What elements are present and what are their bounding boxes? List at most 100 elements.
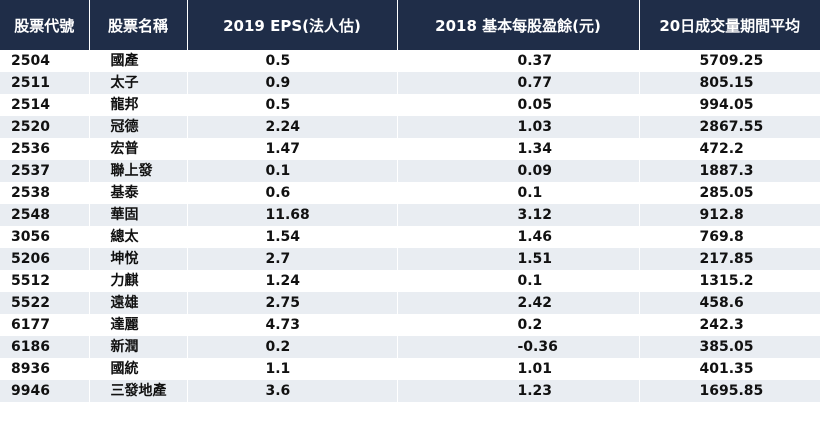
cell-eps-2019: 2.75 [187, 292, 398, 314]
cell-eps-2018: 0.05 [397, 94, 640, 116]
header-eps-2018: 2018 基本每股盈餘(元) [397, 0, 640, 50]
cell-stock-code: 6177 [0, 314, 90, 336]
table-row: 2548 華固 11.68 3.12 912.8 [0, 204, 820, 226]
cell-eps-2018: 0.37 [397, 50, 640, 72]
cell-eps-2018: 1.34 [397, 138, 640, 160]
cell-volume-20d: 242.3 [639, 314, 820, 336]
cell-eps-2018: 1.03 [397, 116, 640, 138]
cell-volume-20d: 5709.25 [639, 50, 820, 72]
table-row: 2520 冠德 2.24 1.03 2867.55 [0, 116, 820, 138]
cell-stock-name: 新潤 [89, 336, 188, 358]
cell-stock-name: 冠德 [89, 116, 188, 138]
cell-eps-2019: 2.24 [187, 116, 398, 138]
table-row: 9946 三發地產 3.6 1.23 1695.85 [0, 380, 820, 402]
cell-eps-2019: 0.5 [187, 94, 398, 116]
cell-stock-name: 國統 [89, 358, 188, 380]
cell-eps-2019: 0.2 [187, 336, 398, 358]
header-stock-name: 股票名稱 [89, 0, 188, 50]
cell-stock-name: 力麒 [89, 270, 188, 292]
cell-volume-20d: 1315.2 [639, 270, 820, 292]
table-body: 2504 國產 0.5 0.37 5709.25 2511 太子 0.9 0.77 805.15 2… [0, 50, 820, 402]
cell-stock-code: 2514 [0, 94, 90, 116]
cell-stock-code: 8936 [0, 358, 90, 380]
table-row: 2538 基泰 0.6 0.1 285.05 [0, 182, 820, 204]
table-row: 6177 達麗 4.73 0.2 242.3 [0, 314, 820, 336]
cell-eps-2018: 2.42 [397, 292, 640, 314]
cell-eps-2018: 0.77 [397, 72, 640, 94]
cell-eps-2018: 0.1 [397, 270, 640, 292]
header-stock-code: 股票代號 [0, 0, 90, 50]
cell-stock-name: 基泰 [89, 182, 188, 204]
cell-stock-name: 國產 [89, 50, 188, 72]
cell-stock-name: 聯上發 [89, 160, 188, 182]
cell-eps-2019: 0.9 [187, 72, 398, 94]
cell-volume-20d: 1887.3 [639, 160, 820, 182]
cell-eps-2019: 0.5 [187, 50, 398, 72]
table-row: 3056 總太 1.54 1.46 769.8 [0, 226, 820, 248]
cell-eps-2019: 1.54 [187, 226, 398, 248]
cell-eps-2018: 0.2 [397, 314, 640, 336]
cell-stock-code: 3056 [0, 226, 90, 248]
cell-eps-2019: 0.1 [187, 160, 398, 182]
table-row: 2511 太子 0.9 0.77 805.15 [0, 72, 820, 94]
cell-stock-code: 6186 [0, 336, 90, 358]
cell-stock-code: 2504 [0, 50, 90, 72]
cell-eps-2019: 1.24 [187, 270, 398, 292]
cell-eps-2019: 2.7 [187, 248, 398, 270]
cell-eps-2018: 0.09 [397, 160, 640, 182]
cell-stock-name: 華固 [89, 204, 188, 226]
cell-stock-code: 2548 [0, 204, 90, 226]
cell-stock-name: 太子 [89, 72, 188, 94]
header-row: 股票代號 股票名稱 2019 EPS(法人估) 2018 基本每股盈餘(元) 2… [0, 0, 820, 50]
cell-volume-20d: 769.8 [639, 226, 820, 248]
cell-eps-2018: 3.12 [397, 204, 640, 226]
table-row: 2504 國產 0.5 0.37 5709.25 [0, 50, 820, 72]
cell-stock-name: 達麗 [89, 314, 188, 336]
table-row: 2514 龍邦 0.5 0.05 994.05 [0, 94, 820, 116]
cell-eps-2018: 1.51 [397, 248, 640, 270]
header-eps-2019: 2019 EPS(法人估) [187, 0, 398, 50]
cell-stock-name: 坤悅 [89, 248, 188, 270]
cell-volume-20d: 912.8 [639, 204, 820, 226]
cell-stock-code: 2538 [0, 182, 90, 204]
cell-stock-code: 2536 [0, 138, 90, 160]
table-row: 5522 遠雄 2.75 2.42 458.6 [0, 292, 820, 314]
table-row: 2536 宏普 1.47 1.34 472.2 [0, 138, 820, 160]
cell-stock-code: 2511 [0, 72, 90, 94]
cell-volume-20d: 285.05 [639, 182, 820, 204]
cell-stock-code: 5512 [0, 270, 90, 292]
stock-table: 股票代號 股票名稱 2019 EPS(法人估) 2018 基本每股盈餘(元) 2… [0, 0, 820, 402]
cell-eps-2019: 4.73 [187, 314, 398, 336]
cell-eps-2018: 1.01 [397, 358, 640, 380]
cell-stock-code: 5522 [0, 292, 90, 314]
table-row: 6186 新潤 0.2 -0.36 385.05 [0, 336, 820, 358]
cell-volume-20d: 385.05 [639, 336, 820, 358]
cell-volume-20d: 401.35 [639, 358, 820, 380]
cell-stock-name: 宏普 [89, 138, 188, 160]
table-row: 8936 國統 1.1 1.01 401.35 [0, 358, 820, 380]
cell-eps-2019: 3.6 [187, 380, 398, 402]
cell-volume-20d: 1695.85 [639, 380, 820, 402]
cell-eps-2019: 0.6 [187, 182, 398, 204]
cell-stock-name: 總太 [89, 226, 188, 248]
cell-eps-2018: 0.1 [397, 182, 640, 204]
cell-stock-name: 三發地產 [89, 380, 188, 402]
header-volume-20d: 20日成交量期間平均 [639, 0, 820, 50]
cell-volume-20d: 458.6 [639, 292, 820, 314]
table-header: 股票代號 股票名稱 2019 EPS(法人估) 2018 基本每股盈餘(元) 2… [0, 0, 820, 50]
table-row: 5206 坤悅 2.7 1.51 217.85 [0, 248, 820, 270]
cell-stock-name: 遠雄 [89, 292, 188, 314]
cell-stock-code: 5206 [0, 248, 90, 270]
cell-volume-20d: 472.2 [639, 138, 820, 160]
cell-eps-2019: 1.1 [187, 358, 398, 380]
cell-eps-2019: 11.68 [187, 204, 398, 226]
cell-volume-20d: 994.05 [639, 94, 820, 116]
cell-volume-20d: 217.85 [639, 248, 820, 270]
cell-eps-2018: -0.36 [397, 336, 640, 358]
cell-volume-20d: 2867.55 [639, 116, 820, 138]
cell-eps-2019: 1.47 [187, 138, 398, 160]
table-row: 2537 聯上發 0.1 0.09 1887.3 [0, 160, 820, 182]
cell-stock-code: 2537 [0, 160, 90, 182]
table-row: 5512 力麒 1.24 0.1 1315.2 [0, 270, 820, 292]
cell-eps-2018: 1.46 [397, 226, 640, 248]
